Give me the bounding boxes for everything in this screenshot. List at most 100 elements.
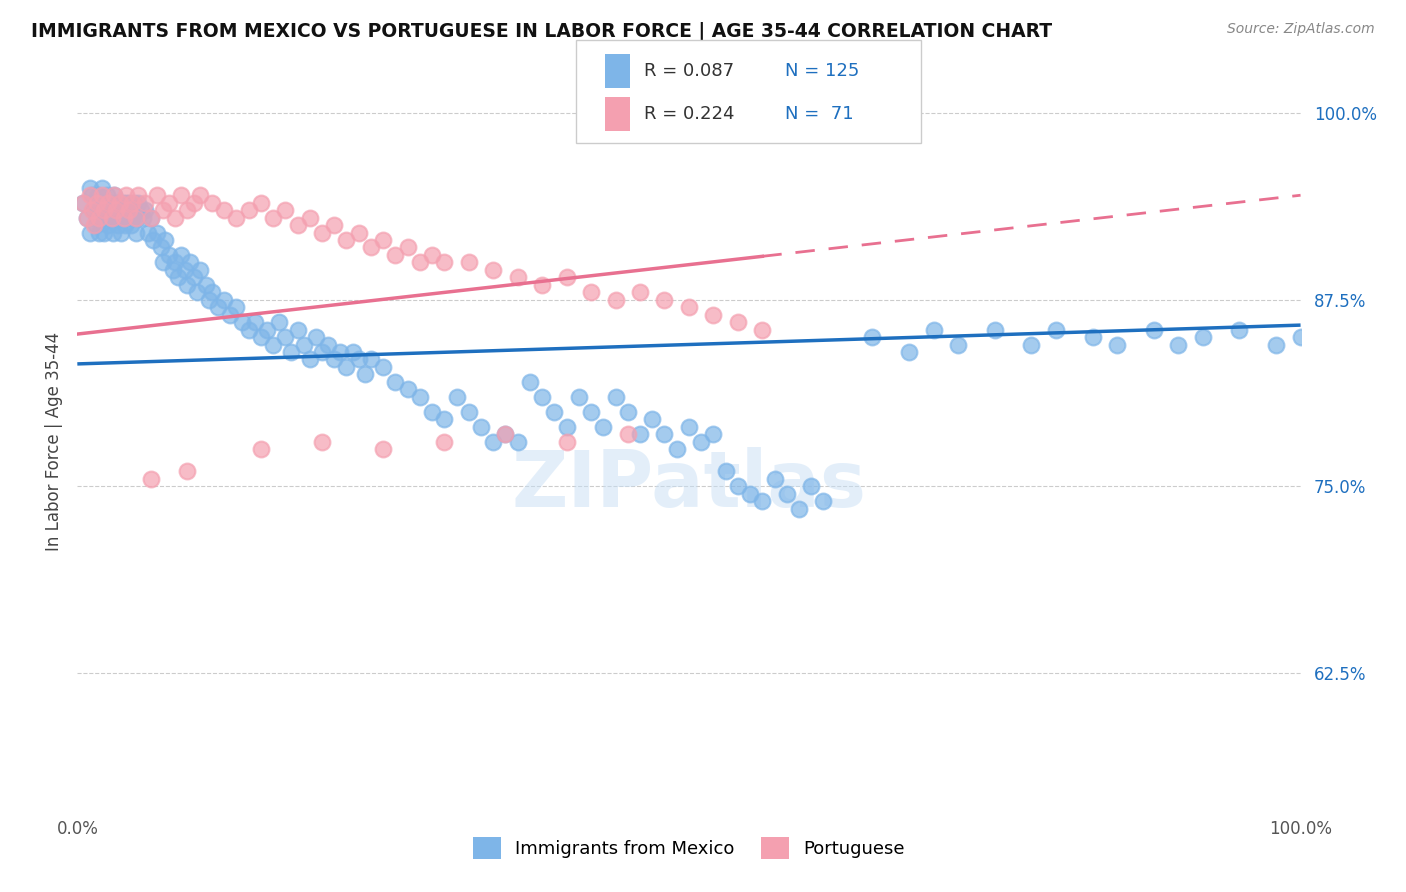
Point: [125, 226, 148, 240]
Point: [103, 188, 125, 202]
Point: [176, 464, 198, 478]
Point: [212, 203, 235, 218]
Point: [409, 390, 432, 404]
Point: [120, 218, 142, 232]
Point: [800, 479, 823, 493]
Point: [132, 211, 155, 225]
Point: [127, 195, 149, 210]
Point: [396, 240, 419, 254]
Point: [555, 434, 578, 449]
Point: [654, 293, 676, 307]
Point: [316, 337, 339, 351]
Point: [371, 359, 394, 374]
Point: [105, 203, 128, 218]
Point: [457, 405, 479, 419]
Text: R = 0.087: R = 0.087: [644, 62, 734, 79]
Point: [495, 427, 517, 442]
Point: [114, 218, 136, 232]
Point: [262, 337, 284, 351]
Point: [162, 263, 184, 277]
Point: [420, 405, 443, 419]
Point: [176, 203, 198, 218]
Point: [201, 285, 224, 300]
Point: [946, 337, 969, 351]
Point: [93, 226, 115, 240]
Point: [90, 195, 112, 210]
Point: [107, 218, 129, 232]
Point: [555, 270, 578, 285]
Point: [311, 434, 333, 449]
Point: [97, 195, 120, 210]
Point: [155, 233, 177, 247]
Point: [84, 218, 107, 232]
Point: [93, 203, 115, 218]
Point: [79, 181, 101, 195]
Point: [105, 203, 128, 218]
Point: [568, 390, 591, 404]
Point: [678, 300, 700, 314]
Point: [89, 203, 111, 218]
Point: [93, 203, 115, 218]
Point: [72, 195, 94, 210]
Point: [146, 188, 169, 202]
Point: [250, 195, 273, 210]
Point: [751, 494, 773, 508]
Point: [115, 188, 138, 202]
Point: [605, 293, 627, 307]
Point: [654, 427, 676, 442]
Point: [714, 464, 737, 478]
Point: [127, 211, 149, 225]
Point: [152, 203, 174, 218]
Point: [110, 226, 132, 240]
Point: [984, 322, 1007, 336]
Point: [87, 188, 110, 202]
Point: [201, 195, 224, 210]
Point: [298, 211, 321, 225]
Text: N = 125: N = 125: [785, 62, 859, 79]
Point: [225, 211, 247, 225]
Text: ZIPatlas: ZIPatlas: [512, 448, 866, 524]
Point: [104, 195, 127, 210]
Point: [628, 427, 651, 442]
Point: [690, 434, 713, 449]
Point: [787, 501, 810, 516]
Text: R = 0.224: R = 0.224: [644, 105, 734, 123]
Point: [122, 195, 145, 210]
Point: [98, 195, 121, 210]
Point: [862, 330, 884, 344]
Point: [139, 211, 162, 225]
Point: [100, 203, 122, 218]
Point: [1265, 337, 1288, 351]
Point: [72, 195, 94, 210]
Point: [776, 487, 799, 501]
Point: [238, 322, 260, 336]
Point: [225, 300, 247, 314]
Point: [371, 233, 394, 247]
Point: [117, 211, 139, 225]
Point: [90, 188, 112, 202]
Point: [188, 263, 211, 277]
Point: [111, 195, 134, 210]
Point: [97, 195, 120, 210]
Point: [89, 211, 111, 225]
Point: [112, 203, 135, 218]
Point: [1229, 322, 1251, 336]
Point: [353, 368, 375, 382]
Point: [118, 203, 141, 218]
Point: [1289, 330, 1312, 344]
Point: [446, 390, 468, 404]
Point: [183, 195, 205, 210]
Point: [170, 188, 193, 202]
Point: [83, 218, 105, 232]
Point: [579, 405, 602, 419]
Point: [98, 211, 121, 225]
Point: [256, 322, 278, 336]
Point: [335, 233, 357, 247]
Point: [470, 419, 492, 434]
Point: [579, 285, 602, 300]
Point: [112, 211, 135, 225]
Point: [727, 479, 749, 493]
Point: [347, 352, 370, 367]
Point: [179, 255, 201, 269]
Point: [80, 188, 103, 202]
